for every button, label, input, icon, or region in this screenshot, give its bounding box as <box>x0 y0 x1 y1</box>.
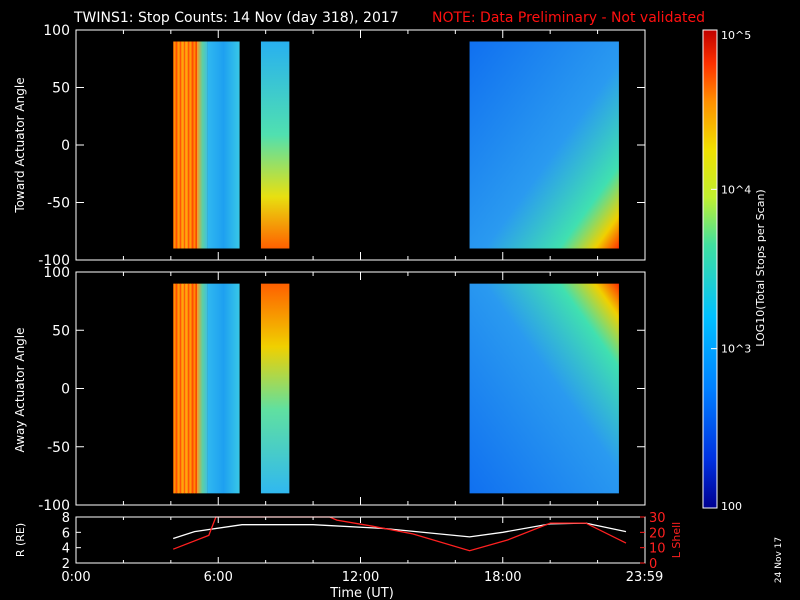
orbit-left-tick-label: 4 <box>62 542 70 557</box>
x-tick-label: 12:00 <box>342 570 379 585</box>
date-stamp: 24 Nov 17 <box>774 537 784 583</box>
heatmap-block <box>260 283 290 494</box>
heatmap-block <box>196 41 208 249</box>
colorbar-tick-label: 10^5 <box>721 29 751 42</box>
heatmap-block <box>469 41 619 249</box>
y-tick-label: 100 <box>43 265 70 281</box>
x-tick-label: 6:00 <box>204 570 233 585</box>
colorbar-tick-label: 10^3 <box>721 343 751 356</box>
x-axis-label: Time (UT) <box>329 586 394 600</box>
orbit-right-ylabel: L Shell <box>670 522 683 558</box>
heatmap-block <box>196 283 208 494</box>
orbit-left-tick-label: 6 <box>62 526 70 541</box>
preliminary-note: NOTE: Data Preliminary - Not validated <box>432 10 705 26</box>
y-tick-label: 0 <box>61 138 70 154</box>
x-tick-label: 18:00 <box>484 570 521 585</box>
colorbar: 100 10^3 10^4 10^5 <box>702 29 751 513</box>
orbit-left-ylabel: R (RE) <box>14 523 27 557</box>
y-tick-label: 100 <box>43 23 70 39</box>
heatmap-block <box>469 283 619 494</box>
orbit-right-tick-label: 30 <box>649 511 666 526</box>
heatmap-block <box>207 41 240 249</box>
orbit-right-tick-label: 0 <box>649 557 657 572</box>
x-tick-label: 23:59 <box>626 570 663 585</box>
y-tick-label: -50 <box>47 440 70 456</box>
heatmap-block <box>207 283 240 494</box>
y-tick-label: -100 <box>38 253 70 269</box>
orbit-right-tick-label: 10 <box>649 542 666 557</box>
away-ylabel: Away Actuator Angle <box>13 327 27 452</box>
heatmap-texture <box>173 283 197 494</box>
heatmap-texture <box>173 41 197 249</box>
orbit-series-line <box>172 516 627 552</box>
chart-title: TWINS1: Stop Counts: 14 Nov (day 318), 2… <box>73 10 399 26</box>
y-tick-label: 50 <box>52 323 70 339</box>
orbit-left-tick-label: 8 <box>62 511 70 526</box>
y-tick-label: 50 <box>52 81 70 97</box>
colorbar-tick-label: 10^4 <box>721 183 751 196</box>
toward-ylabel: Toward Actuator Angle <box>13 77 27 213</box>
orbit-left-tick-label: 2 <box>62 557 70 572</box>
y-tick-label: -100 <box>38 498 70 514</box>
colorbar-label: LOG10(Total Stops per Scan) <box>754 189 767 346</box>
y-tick-label: -50 <box>47 196 70 212</box>
panel-toward: 100 50 0 -50 -100 <box>38 23 646 269</box>
orbit-right-tick-label: 20 <box>649 526 666 541</box>
panel-away: 100 50 0 -50 -100 <box>38 265 646 514</box>
colorbar-tick-label: 100 <box>721 500 742 513</box>
y-tick-label: 0 <box>61 382 70 398</box>
heatmap-block <box>260 41 290 249</box>
x-tick-label: 0:00 <box>61 570 90 585</box>
colorbar-scale <box>702 29 718 509</box>
